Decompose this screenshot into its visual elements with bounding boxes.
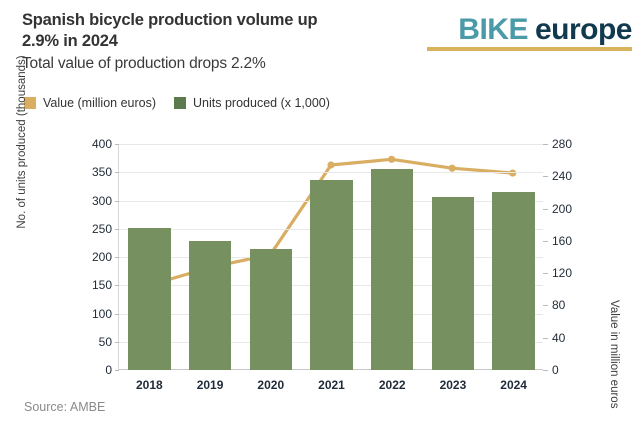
y-axis-left-tick-mark (115, 313, 119, 315)
plot-area: 0 50 100 150 200 250 300 350 400 0 40 80 120 160 200 24… (92, 137, 572, 392)
gridline (119, 144, 543, 145)
y-axis-left-tick-mark (115, 370, 119, 371)
legend-label-units: Units produced (x 1,000) (193, 96, 330, 110)
page-title-line1: Spanish bicycle production volume up (22, 11, 318, 29)
y-axis-left-tick: 400 (91, 137, 112, 151)
y-axis-left-tick: 0 (105, 363, 112, 377)
y-axis-right-tick-mark (543, 240, 548, 242)
y-axis-right-tick-mark (543, 305, 548, 307)
y-axis-left-tick-mark (115, 228, 119, 230)
y-axis-right-tick: 240 (552, 169, 573, 184)
title-block: Spanish bicycle production volume up 2.9… (22, 10, 402, 75)
y-axis-left-title: No. of units produced (thousands) (16, 55, 28, 229)
y-axis-left-tick: 300 (91, 193, 112, 208)
y-axis-left-tick: 50 (98, 334, 112, 349)
y-axis-right-tick-mark (543, 144, 548, 145)
header: Spanish bicycle production volume up 2.9… (0, 0, 640, 86)
x-axis-label-2024: 2024 (500, 378, 527, 392)
y-axis-right-tick-mark (543, 370, 548, 371)
legend-item-value: Value (million euros) (24, 96, 156, 110)
logo-word-bike: BIKE (458, 13, 528, 46)
y-axis-right-tick-mark (543, 273, 548, 275)
legend-item-units: Units produced (x 1,000) (174, 96, 330, 110)
y-axis-left-tick: 100 (91, 306, 112, 321)
chart-legend: Value (million euros) Units produced (x … (24, 96, 330, 110)
bike-europe-logo: BIKE europe (427, 14, 633, 51)
y-axis-left-tick-mark (115, 257, 119, 258)
x-axis-label-2022: 2022 (378, 378, 406, 392)
y-axis-left-tick: 150 (91, 278, 112, 293)
y-axis-left-tick: 250 (91, 221, 112, 236)
source-note: Source: AMBE (24, 400, 106, 414)
logo-underline (427, 47, 632, 51)
y-axis-right-tick-mark (543, 208, 548, 210)
legend-swatch-value (24, 97, 36, 109)
y-axis-left-tick: 350 (91, 165, 112, 180)
bar-2019 (188, 241, 232, 370)
page-title-line2: 2.9% in 2024 (22, 32, 118, 50)
y-axis-left-tick-mark (115, 172, 119, 174)
y-axis-right-tick: 0 (552, 363, 559, 377)
logo-text: BIKE europe (427, 14, 632, 46)
logo-word-europe: europe (534, 13, 633, 46)
bar-2023 (431, 197, 475, 370)
x-axis-label-2018: 2018 (135, 378, 163, 392)
x-axis-label-2021: 2021 (318, 378, 345, 392)
y-axis-right-tick: 280 (552, 137, 573, 151)
y-axis-right-tick-mark (543, 176, 548, 178)
x-axis-label-2020: 2020 (257, 378, 285, 392)
bar-2024 (492, 192, 535, 370)
legend-label-value: Value (million euros) (43, 96, 157, 110)
y-axis-right-tick: 160 (552, 233, 573, 248)
value-point-2023 (448, 164, 456, 172)
y-axis-left-tick-mark (115, 144, 119, 145)
legend-swatch-units (174, 97, 187, 109)
bar-2020 (249, 249, 293, 370)
bar-2018 (128, 227, 171, 370)
y-axis-right-tick: 80 (552, 298, 566, 313)
bar-2021 (310, 179, 353, 370)
y-axis-right-tick: 120 (552, 266, 573, 281)
value-point-2021 (327, 161, 335, 169)
y-axis-left-tick-mark (115, 285, 119, 287)
x-axis-label-2019: 2019 (196, 378, 224, 392)
y-axis-right-tick: 40 (552, 330, 566, 345)
page-subtitle: Total value of production drops 2.2% (22, 55, 266, 72)
y-axis-right-title: Value in million euros (608, 300, 620, 409)
y-axis-left-tick-mark (115, 341, 119, 343)
y-axis-left-tick: 200 (91, 250, 112, 264)
y-axis-left-tick-mark (115, 200, 119, 202)
bar-2022 (370, 168, 414, 370)
y-axis-right-tick-mark (543, 337, 548, 339)
x-axis-label-2023: 2023 (439, 378, 467, 392)
value-point-2022 (387, 155, 396, 163)
y-axis-right-tick: 200 (552, 201, 573, 216)
gridline (119, 172, 543, 174)
